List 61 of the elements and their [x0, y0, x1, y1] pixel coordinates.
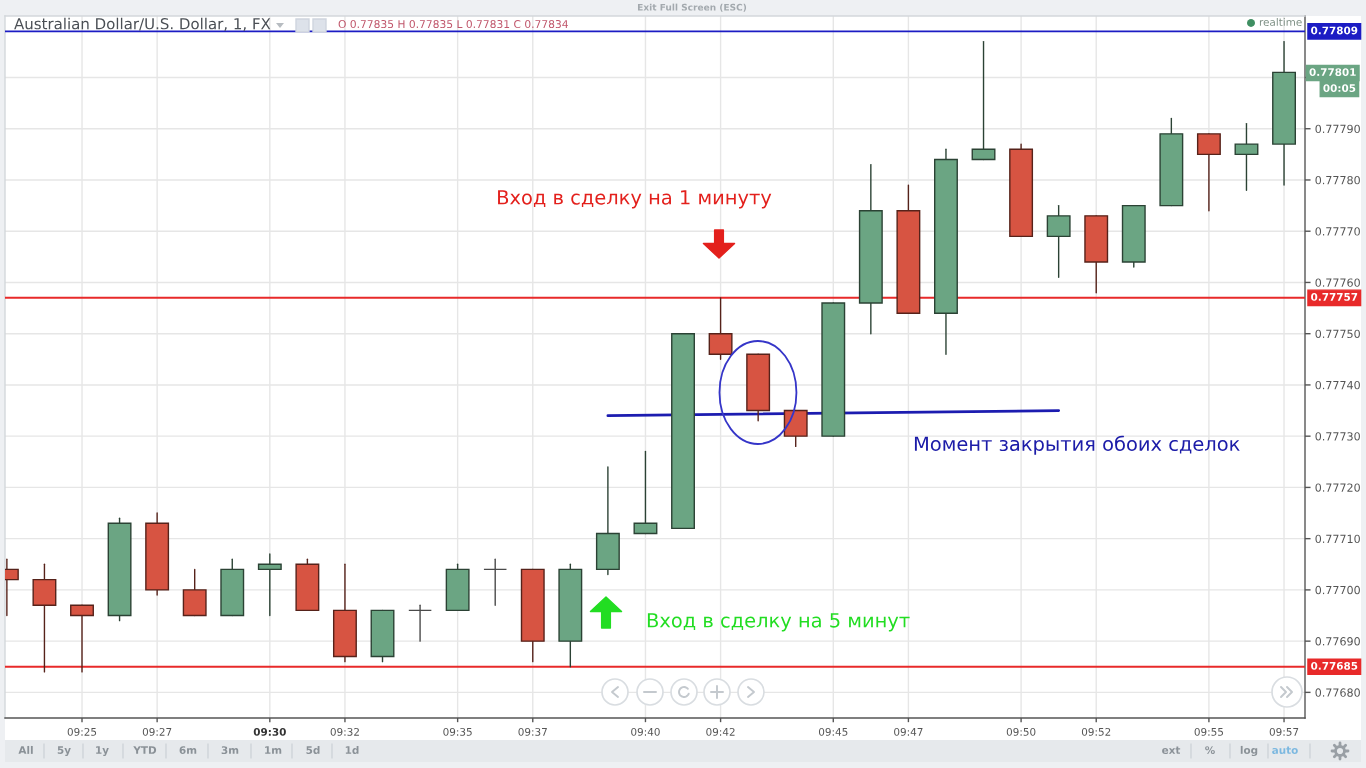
text: 5y	[57, 746, 71, 757]
text: 3m	[221, 746, 239, 755]
y-tick-label: 0.77690	[1315, 637, 1360, 646]
candlestick	[1046, 204, 1071, 279]
annotation: Момент закрытия обоих сделок	[914, 435, 1240, 455]
text: 1y	[96, 746, 109, 757]
x-tick-label: 09:30	[253, 727, 286, 736]
candlestick	[1196, 133, 1221, 212]
text: Exit Full Screen (ESC)	[637, 3, 747, 12]
x-tick-label: 09:42	[706, 727, 735, 736]
x-tick-label: 09:57	[1269, 727, 1299, 736]
x-tick-label: 09:25	[67, 727, 97, 736]
y-tick-label: 0.77700	[1315, 585, 1360, 595]
annotation: Вход в сделку на 5 минут	[647, 613, 910, 632]
candlestick	[408, 604, 433, 642]
candlestick	[708, 297, 733, 361]
text: YTD	[133, 746, 157, 754]
text: 1m	[265, 746, 282, 754]
x-tick-label: 09:32	[330, 727, 359, 736]
y-tick-label: 0.77740	[1315, 380, 1360, 390]
x-tick-label: 09:37	[518, 727, 547, 736]
y-tick-label: 0.77750	[1315, 329, 1360, 339]
y-tick-label: 0.77730	[1315, 432, 1360, 441]
x-tick-label: 09:50	[1006, 727, 1036, 736]
y-tick-label: 0.77780	[1315, 175, 1360, 185]
x-tick-label: 09:27	[142, 727, 172, 736]
candlestick	[70, 604, 94, 673]
candlestick	[633, 450, 658, 535]
x-tick-label: 09:35	[443, 727, 472, 736]
text: 5d	[306, 745, 320, 755]
annotation: realtime	[1259, 17, 1302, 27]
y-tick-label: 0.77760	[1315, 278, 1360, 287]
annotation: O 0.77835 H 0.77835 L 0.77831 C 0.77834	[338, 20, 568, 29]
chart-title: Australian Dollar/U.S. Dollar, 1, FX	[14, 17, 271, 31]
text: 1d	[345, 745, 359, 755]
candlestick	[971, 40, 996, 161]
annotation: Вход в сделку на 1 минуту	[498, 190, 772, 209]
candlestick	[483, 558, 508, 606]
ref-line-label: 0.77685	[1311, 661, 1358, 670]
y-tick-label: 0.77680	[1315, 688, 1360, 697]
candlestick	[257, 553, 282, 617]
ref-line-label: 0.77757	[1311, 292, 1358, 301]
y-tick-label: 0.77790	[1315, 124, 1360, 134]
y-tick-label: 0.77720	[1315, 483, 1360, 492]
ref-line-label: 0.77809	[1311, 26, 1358, 35]
candlestick	[1234, 122, 1259, 191]
x-tick-label: 09:40	[631, 727, 660, 736]
x-tick-label: 09:52	[1081, 727, 1111, 736]
text: All	[18, 745, 33, 754]
text: 6m	[179, 746, 197, 755]
x-tick-label: 09:47	[894, 727, 923, 736]
x-tick-label: 09:55	[1194, 727, 1224, 736]
text: ext	[1162, 746, 1181, 755]
y-tick-label: 0.77770	[1315, 227, 1360, 236]
text: log	[1240, 745, 1258, 757]
y-tick-label: 0.77710	[1315, 534, 1360, 544]
text: 00:05	[1323, 84, 1356, 93]
text: 0.77801	[1309, 68, 1356, 77]
x-tick-label: 09:45	[818, 727, 848, 736]
text: auto	[1272, 746, 1298, 755]
text: %	[1205, 746, 1215, 755]
